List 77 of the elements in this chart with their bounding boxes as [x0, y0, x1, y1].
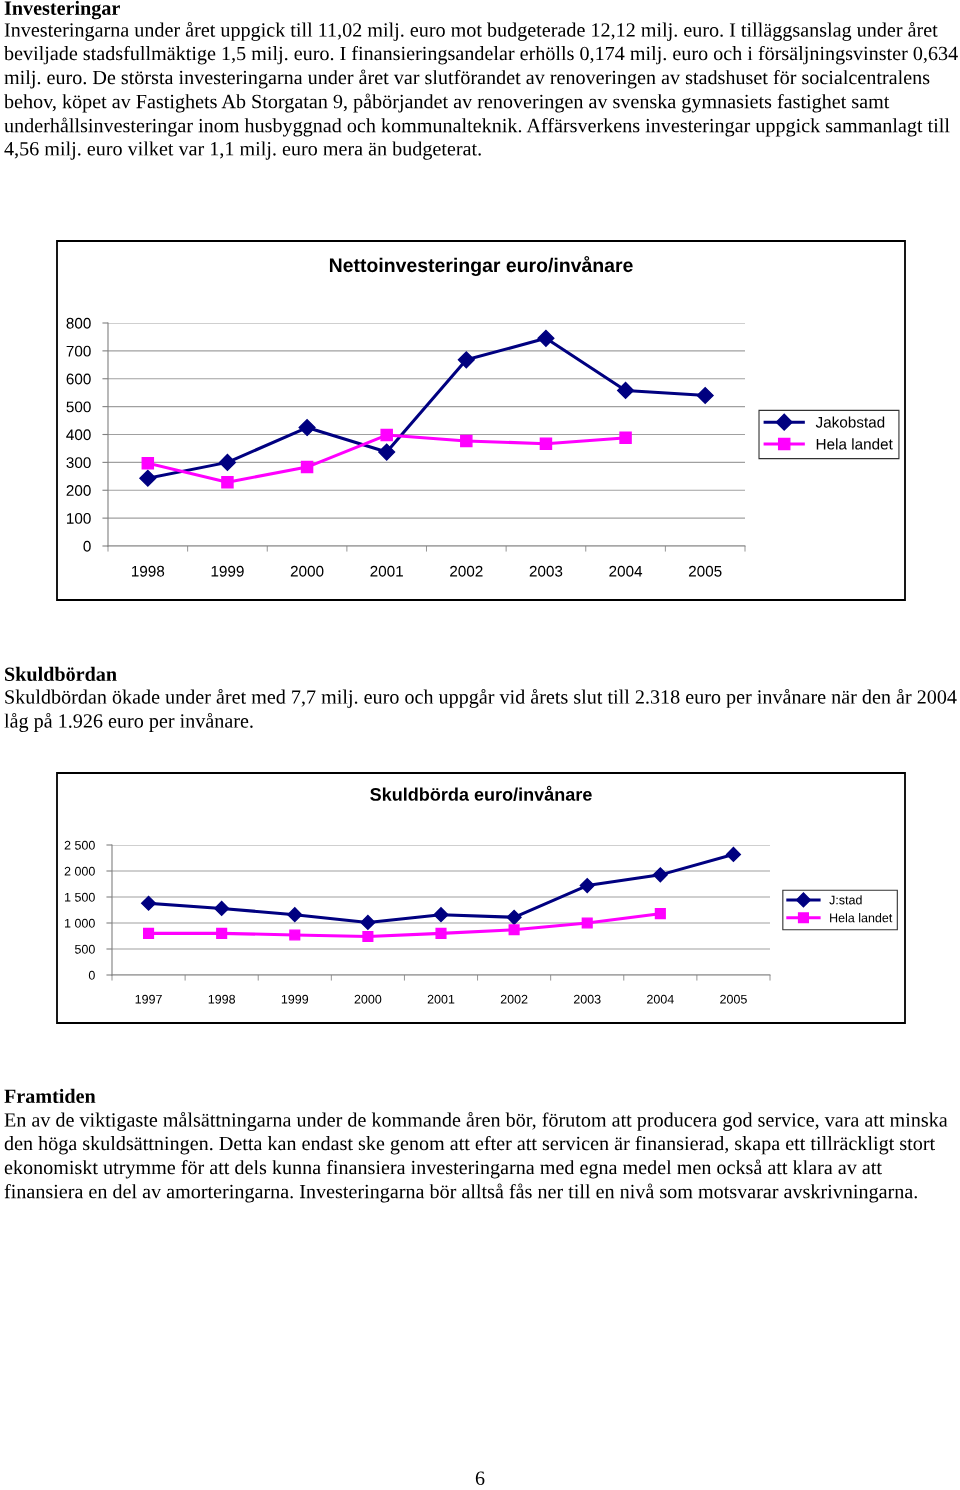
- text: Framtiden: [4, 1088, 96, 1104]
- y-tick-label: 1 500: [65, 892, 95, 902]
- y-tick-label: 100: [67, 512, 91, 524]
- y-tick-label: 2 000: [64, 866, 95, 876]
- point: [142, 927, 155, 939]
- point: [652, 867, 668, 883]
- point: [218, 453, 236, 471]
- legend-label: J:stad: [829, 895, 862, 905]
- y-tick-label: 0: [83, 540, 91, 552]
- point: [378, 443, 396, 461]
- point: [457, 351, 475, 369]
- point: [221, 475, 234, 489]
- y-tick-label: 600: [66, 373, 91, 385]
- point: [289, 929, 301, 941]
- x-tick-label: 2004: [647, 994, 674, 1004]
- text: En av de viktigaste målsättningarna under de kommande åren bör, förutom att producera god service, vara att minska den höga skuldsättningen. Detta kan endast ske genom att efter att servicen är finansierad, skapa ett tillräckligt stort ekonomiskt utrymme för att dels kunna finansiera investeringarna med egna medel men också att klara av att finansiera en del av amorteringarna. Investeringarna bör alltså fås ner till en nivå som motsvarar avskrivningarna.: [4, 1112, 948, 1203]
- x-tick-label: 2003: [573, 994, 601, 1004]
- point: [654, 908, 666, 920]
- y-tick-label: 200: [66, 485, 91, 496]
- point: [539, 437, 553, 450]
- point: [579, 877, 595, 894]
- x-tick-label: 1998: [131, 565, 165, 577]
- point: [360, 914, 376, 931]
- point: [696, 386, 714, 405]
- text: Skuldbördan ökade under året med 7,7 milj. euro och uppgår vid årets slut till 2.318 euro per invånare när den år 2004 låg på 1.926 euro per invånare.: [4, 689, 957, 732]
- y-tick-label: 0: [88, 970, 95, 980]
- x-tick-label: 2002: [450, 565, 483, 577]
- point: [287, 907, 303, 923]
- point: [506, 909, 522, 925]
- y-tick-label: 300: [66, 457, 91, 469]
- point: [300, 460, 314, 474]
- y-tick-label: 700: [66, 345, 91, 357]
- x-tick-label: 2005: [688, 565, 722, 577]
- y-tick-label: 400: [66, 429, 91, 441]
- point: [214, 900, 230, 917]
- point: [216, 927, 228, 939]
- point: [298, 418, 316, 437]
- x-tick-label: 1999: [281, 994, 309, 1004]
- y-tick-label: 800: [66, 317, 91, 329]
- point: [725, 846, 742, 863]
- chart-title: Skuldbörda euro/invånare: [370, 785, 592, 802]
- y-tick-label: 1 000: [65, 918, 95, 928]
- x-tick-label: 2005: [720, 994, 747, 1004]
- point: [362, 930, 374, 943]
- y-tick-label: 500: [74, 944, 95, 954]
- point: [433, 907, 449, 923]
- x-tick-label: 2001: [427, 994, 455, 1004]
- y-tick-label: 500: [66, 401, 91, 413]
- point: [380, 428, 393, 442]
- legend-label: Hela landet: [816, 438, 893, 450]
- x-tick-label: 2001: [370, 565, 403, 577]
- text: Skuldbördan: [5, 666, 117, 682]
- x-tick-label: 2004: [609, 565, 643, 577]
- point: [435, 927, 447, 939]
- legend-label: Hela landet: [830, 913, 893, 923]
- point: [581, 917, 593, 929]
- point: [141, 456, 155, 470]
- point: [140, 895, 157, 911]
- x-tick-label: 1999: [211, 565, 244, 577]
- x-tick-label: 2003: [529, 565, 563, 577]
- x-tick-label: 2000: [290, 565, 324, 577]
- text: 6: [475, 1471, 485, 1486]
- point: [139, 469, 157, 487]
- point: [537, 329, 555, 347]
- legend-label: Jakobstad: [815, 416, 885, 428]
- chart-title: Nettoinvesteringar euro/invånare: [329, 255, 633, 277]
- text: Investeringarna under året uppgick till 11,02 milj. euro mot budgeterade 12,12 milj. euro. I tilläggsanslag under året beviljade stadsfullmäktige 1,5 milj. euro. I finansieringsandelar erhölls 0,174 milj. euro och i försäljningsvinster 0,634 milj. euro. De största investeringarna under året var slutförandet av renoveringen av stadshuset för socialcentralens behov, köpet av Fastighets Ab Storgatan 9, påbörjandet av renoveringen av svenska gymnasiets fastighet samt underhållsinvesteringar inom husbyggnad och kommunalteknik. Affärsverkens investeringar uppgick sammanlagt till 4,56 milj. euro vilket var 1,1 milj. euro mera än budgeterat.: [4, 22, 958, 160]
- x-tick-label: 1998: [208, 994, 236, 1004]
- point: [508, 924, 520, 936]
- y-tick-label: 2 500: [64, 840, 95, 850]
- x-tick-label: 1997: [135, 994, 162, 1004]
- point: [619, 431, 632, 445]
- x-tick-label: 2002: [500, 994, 528, 1004]
- x-tick-label: 2000: [354, 994, 382, 1004]
- point: [460, 434, 473, 448]
- text: Investeringar: [4, 0, 120, 20]
- point: [617, 381, 635, 400]
